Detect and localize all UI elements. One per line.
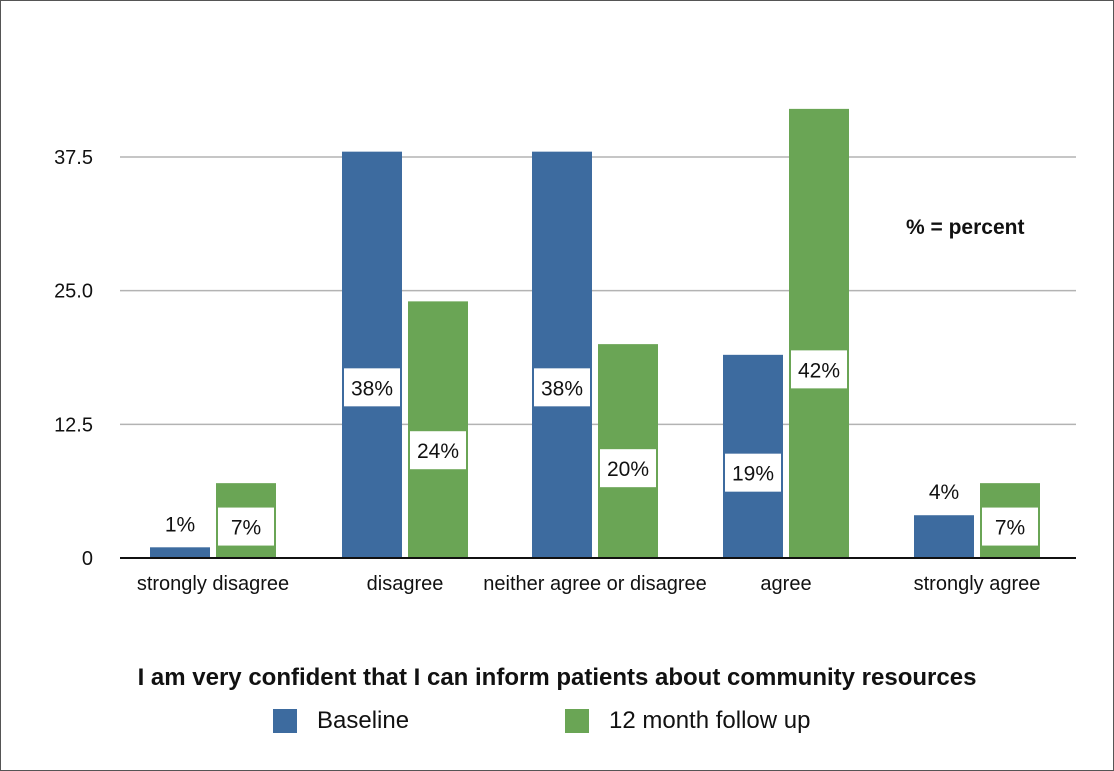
x-tick-label: agree <box>760 573 811 595</box>
data-label-box <box>410 431 466 470</box>
data-label-box <box>725 453 781 492</box>
bar-baseline <box>150 547 210 558</box>
data-label: 38% <box>541 377 583 400</box>
y-tick-label: 25.0 <box>54 281 93 303</box>
bar-followup <box>789 108 849 558</box>
data-label-box <box>600 449 656 488</box>
data-label-box <box>982 507 1038 546</box>
bar-followup <box>408 301 468 558</box>
data-label-box <box>344 368 400 407</box>
x-tick-label: disagree <box>367 573 444 595</box>
y-tick-label: 12.5 <box>54 414 93 436</box>
data-label: 7% <box>995 517 1025 540</box>
y-tick-label: 0 <box>82 548 93 570</box>
x-tick-label: strongly disagree <box>137 573 289 595</box>
data-label: 1% <box>165 513 195 536</box>
data-label-box <box>218 507 274 546</box>
y-tick-label: 37.5 <box>54 147 93 169</box>
legend-item-followup: 12 month follow up <box>565 706 810 736</box>
bar-chart: 0 12.5 25.0 37.5 1% 38% 38% 19% 4% 7% 24% 20% 42% 7% s… <box>54 108 1076 595</box>
data-label-box <box>534 368 590 407</box>
legend-label-baseline: Baseline <box>317 707 410 734</box>
x-tick-label: neither agree or disagree <box>483 573 706 595</box>
data-label-box <box>791 350 847 389</box>
data-label: 38% <box>351 377 393 400</box>
bar-baseline <box>914 515 974 558</box>
data-label: 24% <box>417 440 459 463</box>
data-label: 7% <box>231 517 261 540</box>
data-label: 4% <box>929 481 959 504</box>
data-label: 19% <box>732 463 774 486</box>
legend-swatch-followup <box>565 709 589 733</box>
data-label: 42% <box>798 359 840 382</box>
legend-swatch-baseline <box>273 709 297 733</box>
bar-baseline <box>532 151 592 559</box>
chart-title: I am very confident that I can inform pa… <box>137 664 977 691</box>
data-label: 20% <box>607 458 649 481</box>
x-tick-label: strongly agree <box>914 573 1041 595</box>
legend-label-followup: 12 month follow up <box>609 707 811 734</box>
bar-baseline <box>342 151 402 559</box>
percent-annotation: % = percent <box>906 216 1025 239</box>
legend-item-baseline: Baseline <box>273 706 409 736</box>
